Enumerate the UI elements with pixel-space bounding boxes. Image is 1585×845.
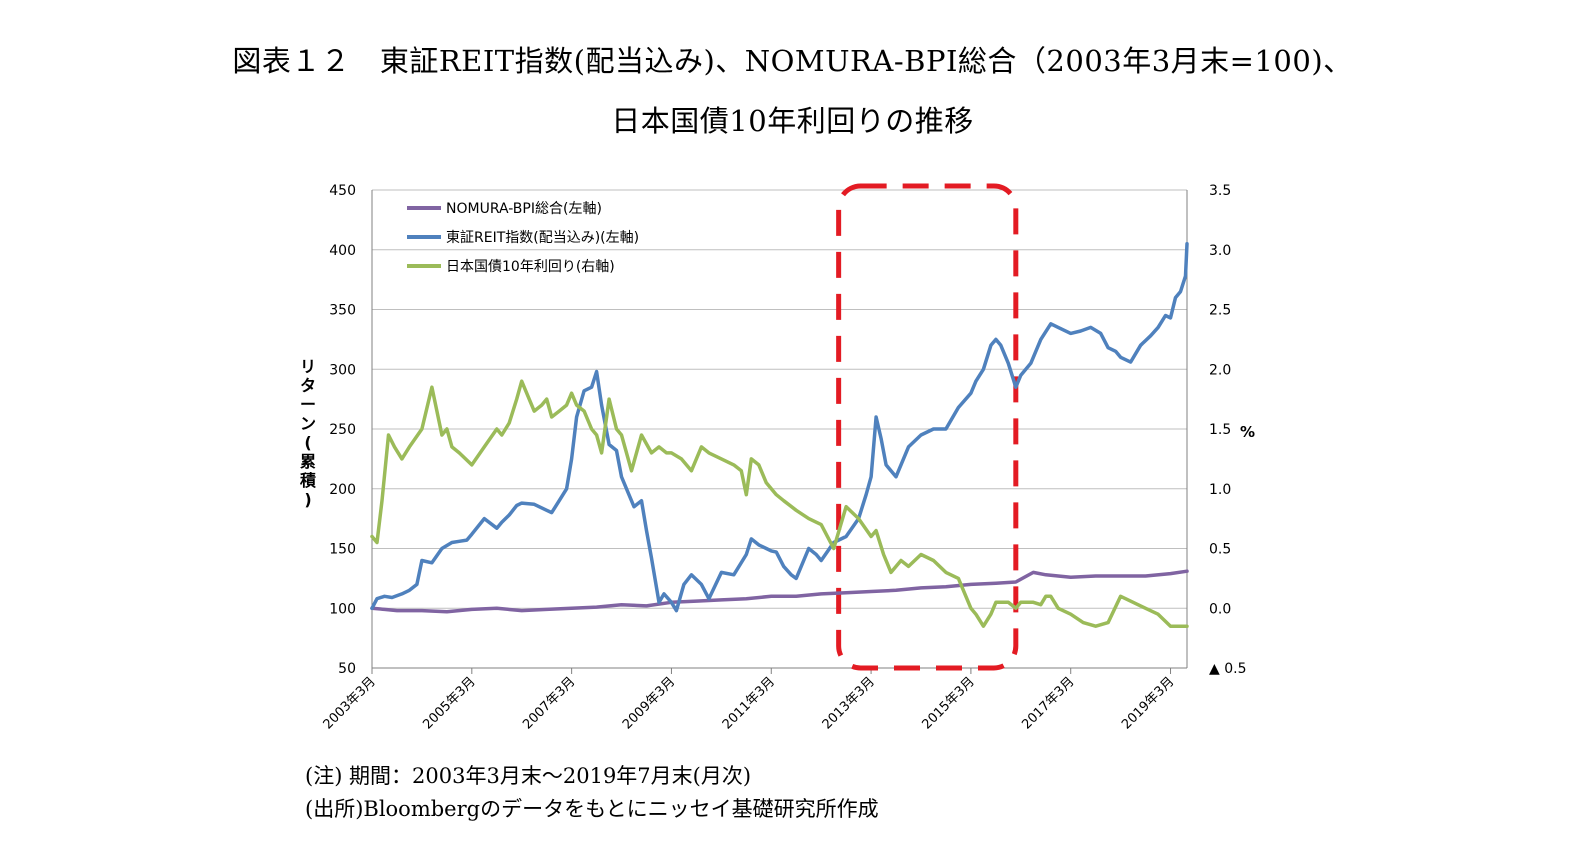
chart-title-line-1: 図表１２ 東証REIT指数(配当込み)、NOMURA-BPI総合（2003年3月… — [232, 44, 1353, 78]
y-left-tick-label: 50 — [338, 661, 356, 677]
x-tick-label: 2013年3月 — [820, 674, 878, 732]
x-tick-label: 2007年3月 — [520, 674, 578, 732]
x-tick-label: 2005年3月 — [420, 674, 478, 732]
y-right-tick-label: 2.5 — [1209, 303, 1231, 319]
y-left-tick-label: 200 — [329, 482, 356, 498]
y-right-tick-label: ▲ 0.5 — [1209, 661, 1246, 677]
series-line-0 — [370, 569, 1189, 614]
y-right-tick-label: 0.5 — [1209, 542, 1231, 558]
y-left-tick-label: 150 — [329, 542, 356, 558]
x-tick-label: 2017年3月 — [1019, 674, 1077, 732]
chart-title-line-2: 日本国債10年利回りの推移 — [611, 104, 974, 138]
y-left-tick-label: 400 — [329, 243, 356, 259]
footnote-source: (出所)Bloombergのデータをもとにニッセイ基礎研究所作成 — [305, 797, 879, 821]
legend-label-2: 日本国債10年利回り(右軸) — [446, 259, 615, 275]
y-left-axis-label: リターン(累積) — [299, 357, 317, 509]
x-tick-label: 2015年3月 — [919, 674, 977, 732]
x-tick-label: 2009年3月 — [620, 674, 678, 732]
y-right-tick-label: 1.0 — [1209, 482, 1231, 498]
y-left-tick-label: 450 — [329, 183, 356, 199]
y-right-tick-label: 2.0 — [1209, 362, 1231, 378]
legend-label-0: NOMURA-BPI総合(左軸) — [446, 201, 602, 217]
series-line-2 — [370, 379, 1189, 628]
y-left-tick-label: 350 — [329, 303, 356, 319]
y-right-tick-label: 1.5 — [1209, 422, 1231, 438]
y-left-tick-label: 250 — [329, 422, 356, 438]
y-right-tick-label: 3.5 — [1209, 183, 1231, 199]
x-tick-label: 2003年3月 — [321, 674, 379, 732]
highlight-dashed-box — [836, 183, 1019, 671]
y-left-tick-label: 100 — [329, 601, 356, 617]
y-left-tick-label: 300 — [329, 362, 356, 378]
y-right-axis-label: % — [1240, 423, 1255, 441]
series-line-1 — [370, 242, 1189, 613]
y-right-tick-label: 3.0 — [1209, 243, 1231, 259]
footnote-period: (注) 期間：2003年3月末～2019年7月末(月次) — [305, 764, 752, 788]
x-tick-label: 2019年3月 — [1119, 674, 1177, 732]
legend-label-1: 東証REIT指数(配当込み)(左軸) — [446, 230, 639, 246]
y-right-tick-label: 0.0 — [1209, 601, 1231, 617]
x-tick-label: 2011年3月 — [720, 674, 778, 732]
